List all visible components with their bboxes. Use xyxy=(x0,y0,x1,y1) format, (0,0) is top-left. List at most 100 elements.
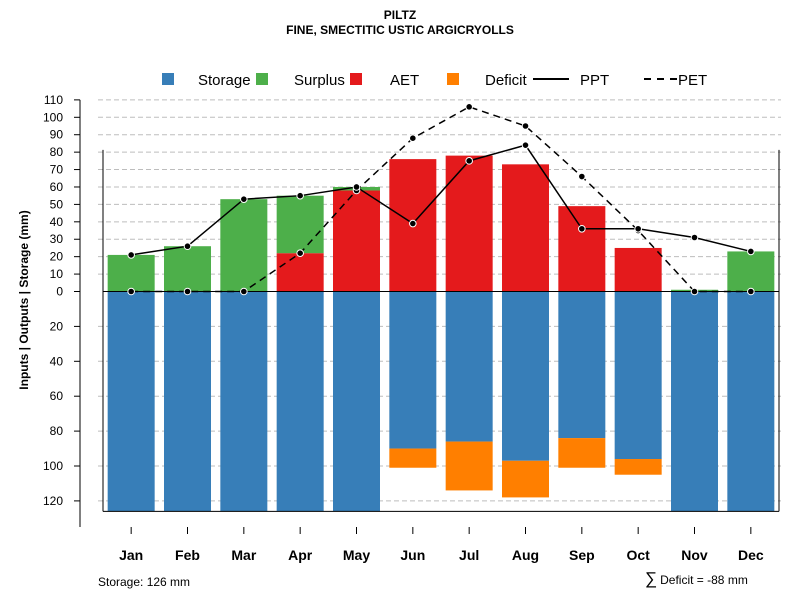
ppt-line xyxy=(131,144,752,256)
x-tick-label-may: May xyxy=(343,547,370,563)
x-tick-label-feb: Feb xyxy=(175,547,200,563)
y-tick-label: 20 xyxy=(50,250,64,264)
deficit-bar-oct xyxy=(614,459,662,475)
sigma-icon: ∑ xyxy=(645,569,658,588)
surplus-bar-feb xyxy=(164,246,211,292)
deficit-bar-jul xyxy=(445,441,493,491)
ppt-point-nov xyxy=(690,233,699,242)
y-tick-label: 40 xyxy=(50,354,64,368)
ppt-point-jul xyxy=(465,157,473,165)
storage-bar-sep xyxy=(558,291,606,439)
x-tick-label-dec: Dec xyxy=(738,547,764,563)
ppt-point-jan xyxy=(127,251,135,259)
pet-point-jun xyxy=(409,134,417,143)
pet-point-nov xyxy=(690,287,699,296)
pet-point-sep xyxy=(578,172,586,181)
x-tick-label-aug: Aug xyxy=(512,547,539,563)
storage-bar-jan xyxy=(107,291,155,512)
y-tick-label: 70 xyxy=(50,163,64,177)
deficit-note-text: Deficit = -88 mm xyxy=(660,573,748,587)
y-tick-label: 60 xyxy=(50,389,64,403)
aet-bar-may xyxy=(333,190,380,292)
surplus-bar-dec xyxy=(727,251,775,292)
pet-point-jul xyxy=(465,103,473,111)
y-tick-label: 60 xyxy=(50,180,64,194)
x-tick-label-mar: Mar xyxy=(231,547,256,563)
y-tick-label: 40 xyxy=(50,215,64,229)
x-tick-label-oct: Oct xyxy=(626,547,650,563)
pet-point-apr xyxy=(296,249,304,257)
y-tick-label: 120 xyxy=(43,494,63,508)
legend-swatch-surplus xyxy=(256,73,268,85)
x-tick-label-apr: Apr xyxy=(288,547,313,563)
deficit-bar-aug xyxy=(502,460,549,498)
legend-swatch-storage xyxy=(162,73,174,85)
y-tick-label: 10 xyxy=(50,267,64,281)
ppt-point-mar xyxy=(240,195,248,203)
deficit-bar-sep xyxy=(558,438,606,468)
aet-bar-sep xyxy=(558,206,606,292)
legend-swatch-aet xyxy=(350,73,362,85)
legend-label-deficit: Deficit xyxy=(485,72,528,89)
y-tick-label: 100 xyxy=(43,110,63,124)
chart-subtitle: FINE, SMECTITIC USTIC ARGICRYOLLS xyxy=(286,23,514,37)
ppt-point-dec xyxy=(747,247,755,256)
legend-label-pet: PET xyxy=(678,72,707,89)
storage-bar-jul xyxy=(445,291,493,442)
chart-title: PILTZ xyxy=(383,8,417,22)
y-tick-label: 50 xyxy=(50,197,64,211)
ppt-point-jun xyxy=(409,219,417,228)
storage-bar-mar xyxy=(220,291,268,512)
storage-note: Storage: 126 mm xyxy=(98,575,191,589)
y-tick-label: 100 xyxy=(43,459,63,473)
pet-point-mar xyxy=(240,287,248,296)
storage-bar-aug xyxy=(502,291,549,461)
y-tick-label: 20 xyxy=(50,319,64,333)
ppt-point-apr xyxy=(296,191,304,200)
y-tick-label: 0 xyxy=(56,285,63,299)
y-tick-label: 80 xyxy=(50,424,64,438)
aet-bar-apr xyxy=(276,253,324,292)
ppt-point-sep xyxy=(578,224,586,233)
storage-bar-feb xyxy=(164,291,211,512)
storage-bar-nov xyxy=(671,291,718,512)
pet-point-jan xyxy=(127,287,135,296)
storage-bar-dec xyxy=(727,291,775,512)
x-tick-label-jul: Jul xyxy=(459,547,479,563)
storage-bar-oct xyxy=(614,291,662,460)
legend-label-aet: AET xyxy=(390,72,419,89)
legend-label-ppt: PPT xyxy=(580,72,609,89)
ppt-point-oct xyxy=(634,224,642,233)
y-tick-label: 110 xyxy=(44,93,63,107)
surplus-bar-apr xyxy=(276,195,324,254)
y-tick-label: 30 xyxy=(50,232,64,246)
deficit-bar-jun xyxy=(389,448,437,468)
x-tick-label-jan: Jan xyxy=(119,547,143,563)
ppt-point-aug xyxy=(521,141,530,149)
pet-point-dec xyxy=(747,287,755,296)
x-tick-label-sep: Sep xyxy=(569,547,595,563)
storage-bar-jun xyxy=(389,291,437,449)
y-axis-label: Inputs | Outputs | Storage (mm) xyxy=(17,210,31,389)
aet-bar-jul xyxy=(445,155,493,292)
surplus-bar-jan xyxy=(107,254,155,292)
storage-bar-apr xyxy=(276,291,324,512)
x-tick-label-jun: Jun xyxy=(400,547,425,563)
x-tick-label-nov: Nov xyxy=(681,547,708,563)
ppt-point-may xyxy=(352,183,361,191)
pet-point-aug xyxy=(521,122,530,130)
surplus-bar-mar xyxy=(220,199,268,292)
y-tick-label: 80 xyxy=(50,145,64,159)
legend-swatch-deficit xyxy=(447,73,459,85)
ppt-point-feb xyxy=(183,242,192,251)
storage-bar-may xyxy=(333,291,380,512)
pet-point-feb xyxy=(183,287,192,296)
legend-label-surplus: Surplus xyxy=(294,72,345,89)
pet-line xyxy=(131,106,751,293)
aet-bar-aug xyxy=(502,164,549,292)
deficit-note: ∑ Deficit = -88 mm xyxy=(645,569,748,589)
aet-bar-oct xyxy=(614,247,662,292)
legend-label-storage: Storage xyxy=(198,72,251,89)
y-tick-label: 90 xyxy=(50,128,64,142)
